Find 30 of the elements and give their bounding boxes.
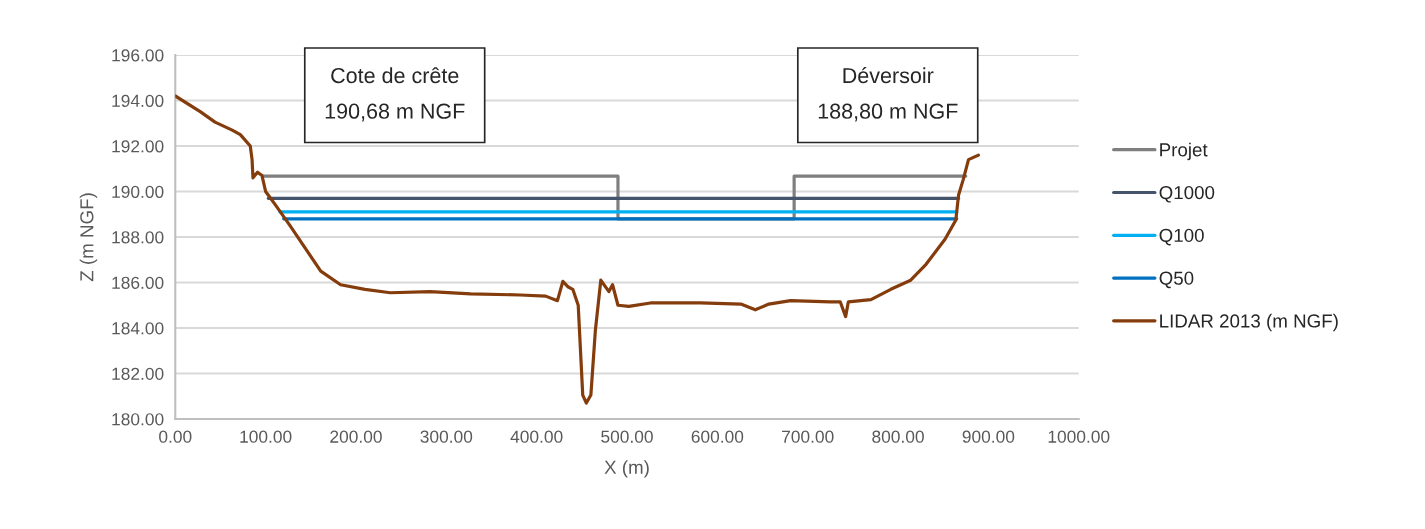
annotation: Cote de crête 190,68 m NGF <box>325 67 465 122</box>
legend-label: Q100 <box>1159 228 1204 246</box>
x-tick-label: 500.00 <box>601 430 653 443</box>
legend-label: LIDAR 2013 (m NGF) <box>1160 313 1338 332</box>
x-axis-title: X (m) <box>604 460 649 478</box>
legend-label: Projet <box>1160 142 1208 161</box>
x-tick-label: 900.00 <box>962 430 1015 443</box>
y-tick-label: 196.00 <box>112 49 164 62</box>
y-axis-title: Z (m NGF) <box>79 193 98 282</box>
x-tick-label: 700.00 <box>782 430 834 443</box>
x-tick-label: 200.00 <box>330 430 382 443</box>
y-tick-label: 182.00 <box>112 367 164 380</box>
y-tick-label: 184.00 <box>112 322 164 335</box>
y-tick-label: 186.00 <box>112 276 164 289</box>
y-tick-label: 192.00 <box>112 140 164 153</box>
x-tick-label: 1000.00 <box>1048 430 1110 443</box>
x-tick-label: 300.00 <box>420 430 473 443</box>
y-tick-label: 194.00 <box>112 94 164 107</box>
y-tick-label: 180.00 <box>112 413 164 426</box>
legend-label: Q50 <box>1159 271 1194 289</box>
x-tick-label: 0.00 <box>159 430 192 443</box>
y-tick-label: 188.00 <box>112 231 164 244</box>
legend-label: Q1000 <box>1159 185 1215 203</box>
x-tick-label: 100.00 <box>240 430 292 443</box>
line-series <box>175 94 981 405</box>
x-tick-label: 800.00 <box>872 430 924 443</box>
annotation: Déversoir 188,80 m NGF <box>818 67 958 122</box>
x-tick-label: 600.00 <box>691 430 744 443</box>
y-tick-label: 190.00 <box>112 185 164 198</box>
x-tick-label: 400.00 <box>510 430 563 443</box>
